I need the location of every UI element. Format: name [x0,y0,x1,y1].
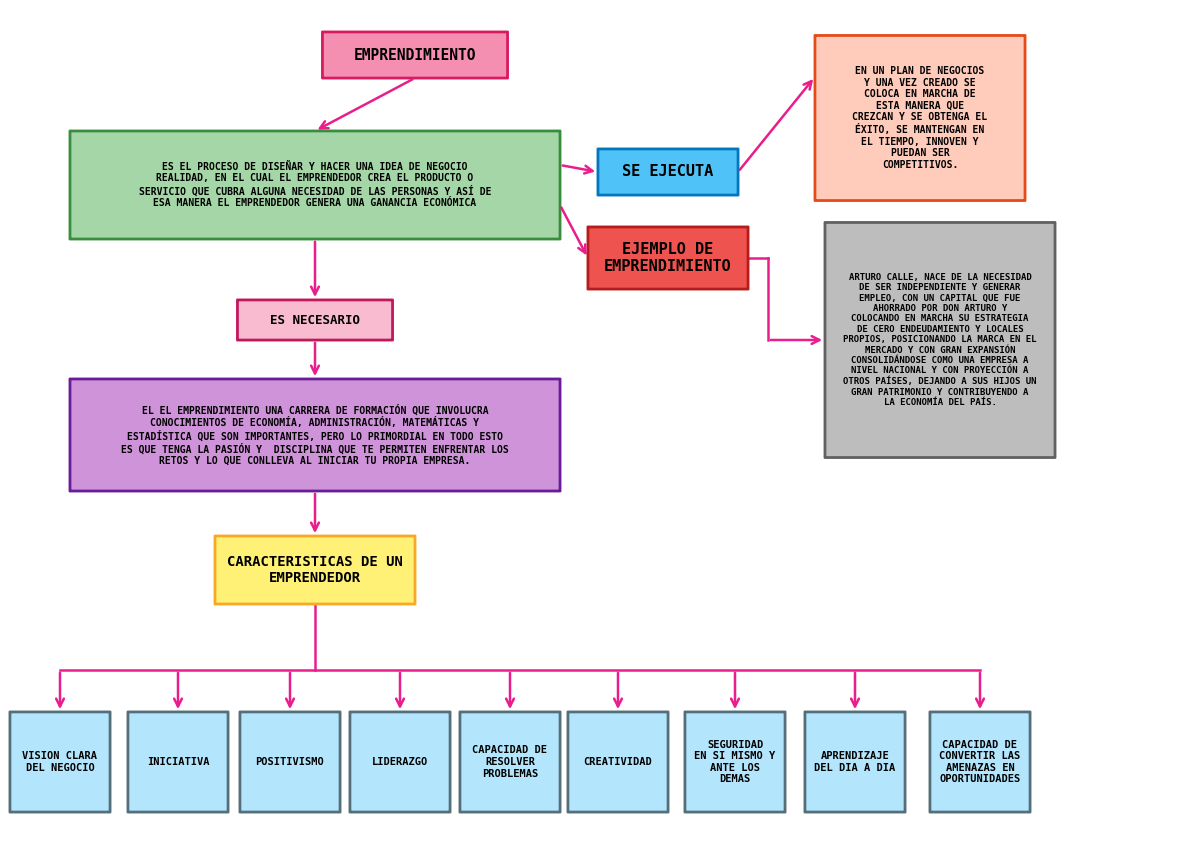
FancyBboxPatch shape [460,712,560,812]
FancyBboxPatch shape [685,712,785,812]
FancyBboxPatch shape [240,712,340,812]
Text: POSITIVISMO: POSITIVISMO [256,757,324,767]
Text: EL EL EMPRENDIMIENTO UNA CARRERA DE FORMACIÓN QUE INVOLUCRA
CONOCIMIENTOS DE ECO: EL EL EMPRENDIMIENTO UNA CARRERA DE FORM… [121,404,509,466]
FancyBboxPatch shape [70,379,560,491]
FancyBboxPatch shape [588,227,748,289]
Text: INICIATIVA: INICIATIVA [146,757,209,767]
Text: CAPACIDAD DE
RESOLVER
PROBLEMAS: CAPACIDAD DE RESOLVER PROBLEMAS [473,745,547,778]
FancyBboxPatch shape [350,712,450,812]
FancyBboxPatch shape [930,712,1030,812]
Text: CAPACIDAD DE
CONVERTIR LAS
AMENAZAS EN
OPORTUNIDADES: CAPACIDAD DE CONVERTIR LAS AMENAZAS EN O… [940,739,1021,784]
FancyBboxPatch shape [128,712,228,812]
FancyBboxPatch shape [323,32,508,78]
Text: ES EL PROCESO DE DISEÑAR Y HACER UNA IDEA DE NEGOCIO
REALIDAD, EN EL CUAL EL EMP: ES EL PROCESO DE DISEÑAR Y HACER UNA IDE… [139,162,491,209]
Text: EMPRENDIMIENTO: EMPRENDIMIENTO [354,47,476,63]
FancyBboxPatch shape [598,149,738,195]
FancyBboxPatch shape [568,712,668,812]
Text: CREATIVIDAD: CREATIVIDAD [583,757,653,767]
FancyBboxPatch shape [824,222,1055,458]
Text: ARTURO CALLE, NACE DE LA NECESIDAD
DE SER INDEPENDIENTE Y GENERAR
EMPLEO, CON UN: ARTURO CALLE, NACE DE LA NECESIDAD DE SE… [844,273,1037,407]
FancyBboxPatch shape [805,712,905,812]
Text: VISION CLARA
DEL NEGOCIO: VISION CLARA DEL NEGOCIO [23,751,97,773]
FancyBboxPatch shape [238,300,392,340]
Text: CARACTERISTICAS DE UN
EMPRENDEDOR: CARACTERISTICAS DE UN EMPRENDEDOR [227,555,403,585]
Text: EJEMPLO DE
EMPRENDIMIENTO: EJEMPLO DE EMPRENDIMIENTO [604,242,732,274]
Text: EN UN PLAN DE NEGOCIOS
Y UNA VEZ CREADO SE
COLOCA EN MARCHA DE
ESTA MANERA QUE
C: EN UN PLAN DE NEGOCIOS Y UNA VEZ CREADO … [852,66,988,170]
FancyBboxPatch shape [70,131,560,239]
FancyBboxPatch shape [10,712,110,812]
Text: ES NECESARIO: ES NECESARIO [270,314,360,326]
Text: SEGURIDAD
EN SI MISMO Y
ANTE LOS
DEMAS: SEGURIDAD EN SI MISMO Y ANTE LOS DEMAS [695,739,775,784]
Text: LIDERAZGO: LIDERAZGO [372,757,428,767]
FancyBboxPatch shape [815,36,1025,200]
Text: APRENDIZAJE
DEL DIA A DIA: APRENDIZAJE DEL DIA A DIA [815,751,895,773]
FancyBboxPatch shape [215,536,415,604]
Text: SE EJECUTA: SE EJECUTA [623,165,714,180]
